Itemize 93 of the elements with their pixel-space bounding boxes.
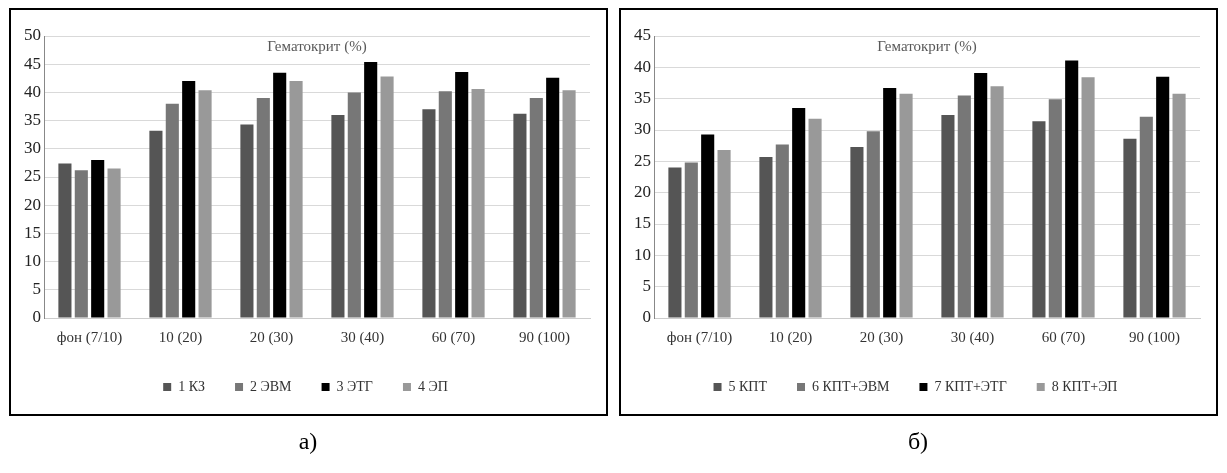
- x-tick-label: фон (7/10): [56, 328, 122, 346]
- x-tick-label: 10 (20): [158, 328, 202, 346]
- bar: [957, 95, 971, 318]
- y-tick-label: 35: [633, 88, 651, 108]
- bar: [758, 156, 772, 318]
- bar: [684, 162, 698, 318]
- y-tick-label: 30: [23, 138, 41, 158]
- bar: [363, 61, 377, 318]
- bar: [808, 118, 822, 318]
- bar: [667, 167, 681, 318]
- bar: [562, 90, 576, 318]
- bar: [973, 72, 987, 318]
- bar: [256, 98, 270, 318]
- y-tick-label: 40: [23, 81, 41, 101]
- bar: [148, 130, 162, 318]
- bar: [90, 160, 104, 318]
- bar: [899, 93, 913, 318]
- legend-label: 1 КЗ: [177, 378, 205, 394]
- x-tick-label: 20 (30): [859, 328, 903, 346]
- x-tick-label: 90 (100): [518, 328, 570, 346]
- text: а): [298, 428, 318, 455]
- bar: [1122, 138, 1136, 318]
- x-tick-label: фон (7/10): [666, 328, 732, 346]
- bar: [545, 77, 559, 318]
- y-tick-label: 15: [633, 213, 651, 233]
- bar: [421, 109, 435, 318]
- x-tick-label: 20 (30): [249, 328, 293, 346]
- bar: [198, 90, 212, 318]
- chart-title: Гематокрит (%): [266, 38, 367, 56]
- bar: [272, 72, 286, 318]
- bar: [57, 163, 71, 318]
- bar: [1048, 99, 1062, 318]
- y-tick-label: 5: [642, 276, 651, 296]
- bar: [74, 170, 88, 318]
- bar: [791, 108, 805, 318]
- bar: [849, 146, 863, 318]
- legend-label: 3 ЭТГ: [336, 378, 373, 394]
- x-tick-label: 90 (100): [1128, 328, 1180, 346]
- bar: [882, 88, 896, 318]
- bar: [1031, 121, 1045, 318]
- bar: [700, 134, 714, 318]
- y-tick-label: 25: [633, 150, 651, 170]
- bar: [471, 89, 485, 318]
- bar: [990, 86, 1004, 318]
- y-tick-label: 20: [23, 194, 41, 214]
- legend-label: 7 КПТ+ЭТГ: [933, 378, 1007, 394]
- bar: [1081, 77, 1095, 318]
- y-tick-label: 35: [23, 110, 41, 130]
- y-tick-label: 5: [32, 279, 41, 299]
- y-tick-label: 10: [633, 244, 651, 264]
- y-tick-label: 30: [633, 119, 651, 139]
- bar: [775, 144, 789, 318]
- legend-label: 2 ЭВМ: [249, 378, 292, 394]
- chart-title: Гематокрит (%): [876, 38, 977, 56]
- bar: [866, 131, 880, 318]
- y-tick-label: 0: [32, 307, 41, 327]
- bar: [940, 114, 954, 318]
- x-tick-label: 30 (40): [950, 328, 994, 346]
- bar: [107, 168, 121, 318]
- legend-label: 8 КПТ+ЭП: [1051, 378, 1117, 394]
- bar: [1155, 76, 1169, 318]
- bar: [289, 81, 303, 318]
- bar: [717, 150, 731, 318]
- legend-label: 5 КПТ: [728, 378, 767, 394]
- bar: [165, 103, 179, 318]
- bar: [1064, 60, 1078, 318]
- bar: [181, 81, 195, 318]
- y-tick-label: 50: [23, 25, 41, 45]
- y-tick-label: 15: [23, 222, 41, 242]
- x-tick-label: 30 (40): [340, 328, 384, 346]
- text: б): [907, 428, 929, 455]
- y-tick-label: 45: [23, 53, 41, 73]
- bar: [380, 76, 394, 318]
- x-tick-label: 10 (20): [768, 328, 812, 346]
- bar: [347, 92, 361, 318]
- legend-label: 4 ЭП: [417, 378, 448, 394]
- y-tick-label: 40: [633, 56, 651, 76]
- y-tick-label: 20: [633, 182, 651, 202]
- bar: [512, 113, 526, 318]
- legend-label: 6 КПТ+ЭВМ: [811, 378, 890, 394]
- bar: [1172, 93, 1186, 318]
- x-tick-label: 60 (70): [1041, 328, 1085, 346]
- bar: [529, 98, 543, 318]
- bar: [454, 72, 468, 318]
- x-tick-label: 60 (70): [431, 328, 475, 346]
- bar: [438, 91, 452, 318]
- bar: [239, 124, 253, 318]
- y-tick-label: 25: [23, 166, 41, 186]
- bar: [1139, 116, 1153, 318]
- y-tick-label: 45: [633, 25, 651, 45]
- y-tick-label: 10: [23, 251, 41, 271]
- y-tick-label: 0: [642, 307, 651, 327]
- bar: [330, 114, 344, 318]
